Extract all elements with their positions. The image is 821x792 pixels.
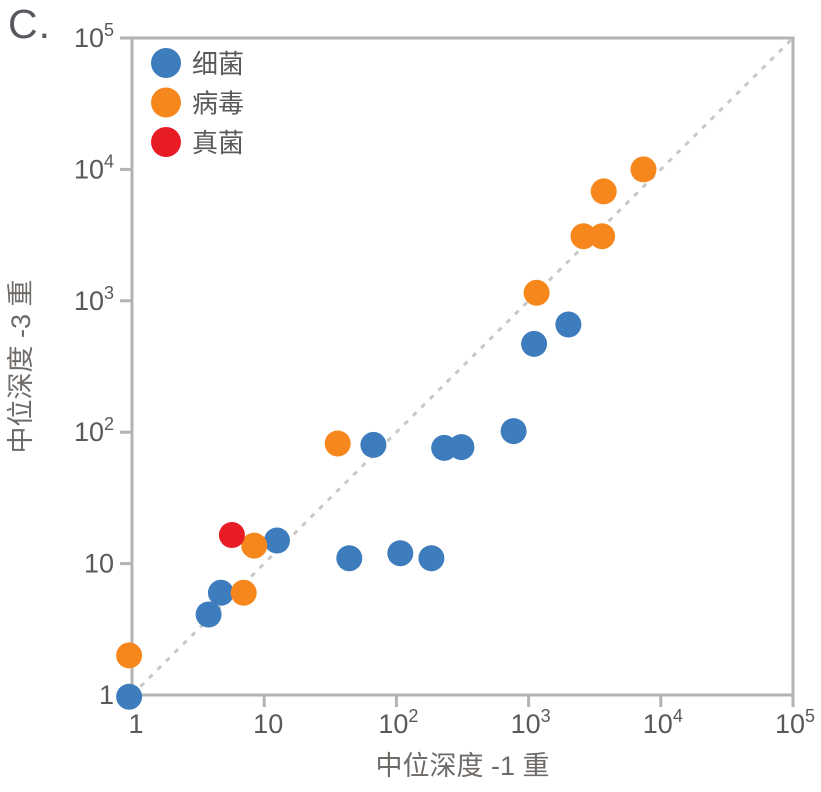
y-tick-label: 103	[74, 283, 114, 316]
data-point-bacteria	[418, 545, 445, 572]
x-axis-ticks: 1 10 102 103 104 105	[128, 695, 815, 739]
legend-marker-virus	[151, 87, 181, 118]
data-point-bacteria	[264, 527, 290, 554]
data-point-bacteria	[195, 601, 222, 628]
legend-item-bacteria: 细菌	[151, 48, 244, 79]
panel-label: C.	[8, 1, 51, 47]
x-tick-label: 105	[775, 706, 815, 739]
y-tick-label: 105	[74, 20, 114, 53]
data-point-virus	[630, 156, 657, 183]
legend-marker-bacteria	[151, 48, 181, 78]
data-point-bacteria	[500, 418, 527, 445]
x-tick-label: 104	[643, 706, 683, 739]
data-point-virus	[324, 430, 351, 457]
data-point-virus	[523, 279, 550, 306]
data-point-bacteria	[555, 311, 582, 338]
y-axis-ticks: 1 10 102 103 104 105	[74, 20, 132, 710]
legend-marker-fungi	[151, 127, 181, 157]
data-point-bacteria	[448, 434, 475, 461]
legend-label-fungi: 真菌	[192, 128, 244, 158]
series-virus	[116, 156, 657, 669]
y-tick-label: 10	[84, 549, 114, 579]
legend-label-virus: 病毒	[192, 89, 244, 119]
data-point-bacteria	[387, 540, 414, 567]
data-point-virus	[230, 579, 257, 606]
data-point-virus	[570, 223, 597, 250]
y-tick-label: 1	[99, 680, 114, 710]
y-tick-label: 104	[74, 151, 114, 184]
x-tick-label: 1	[128, 709, 143, 739]
x-tick-label: 103	[511, 706, 551, 739]
series-bacteria	[116, 311, 582, 710]
data-point-virus	[590, 178, 617, 205]
data-point-bacteria	[207, 579, 234, 606]
x-tick-label: 10	[253, 709, 283, 739]
data-point-bacteria	[521, 330, 548, 357]
plot-frame	[130, 36, 795, 697]
data-point-bacteria	[360, 431, 387, 458]
data-point-bacteria	[336, 545, 363, 572]
series-fungi	[218, 522, 245, 548]
data-point-virus	[589, 223, 616, 250]
data-point-bacteria	[116, 683, 143, 710]
data-point-virus	[116, 642, 143, 669]
y-tick-label: 102	[74, 414, 114, 447]
x-tick-label: 102	[378, 706, 418, 739]
data-point-fungi	[218, 522, 245, 548]
legend-item-virus: 病毒	[151, 87, 244, 119]
x-axis-label: 中位深度 -1 重	[375, 751, 549, 781]
y-axis-label: 中位深度 -3 重	[6, 279, 36, 453]
legend-label-bacteria: 细菌	[192, 49, 244, 79]
data-point-virus	[241, 532, 268, 559]
legend-item-fungi: 真菌	[151, 127, 244, 158]
